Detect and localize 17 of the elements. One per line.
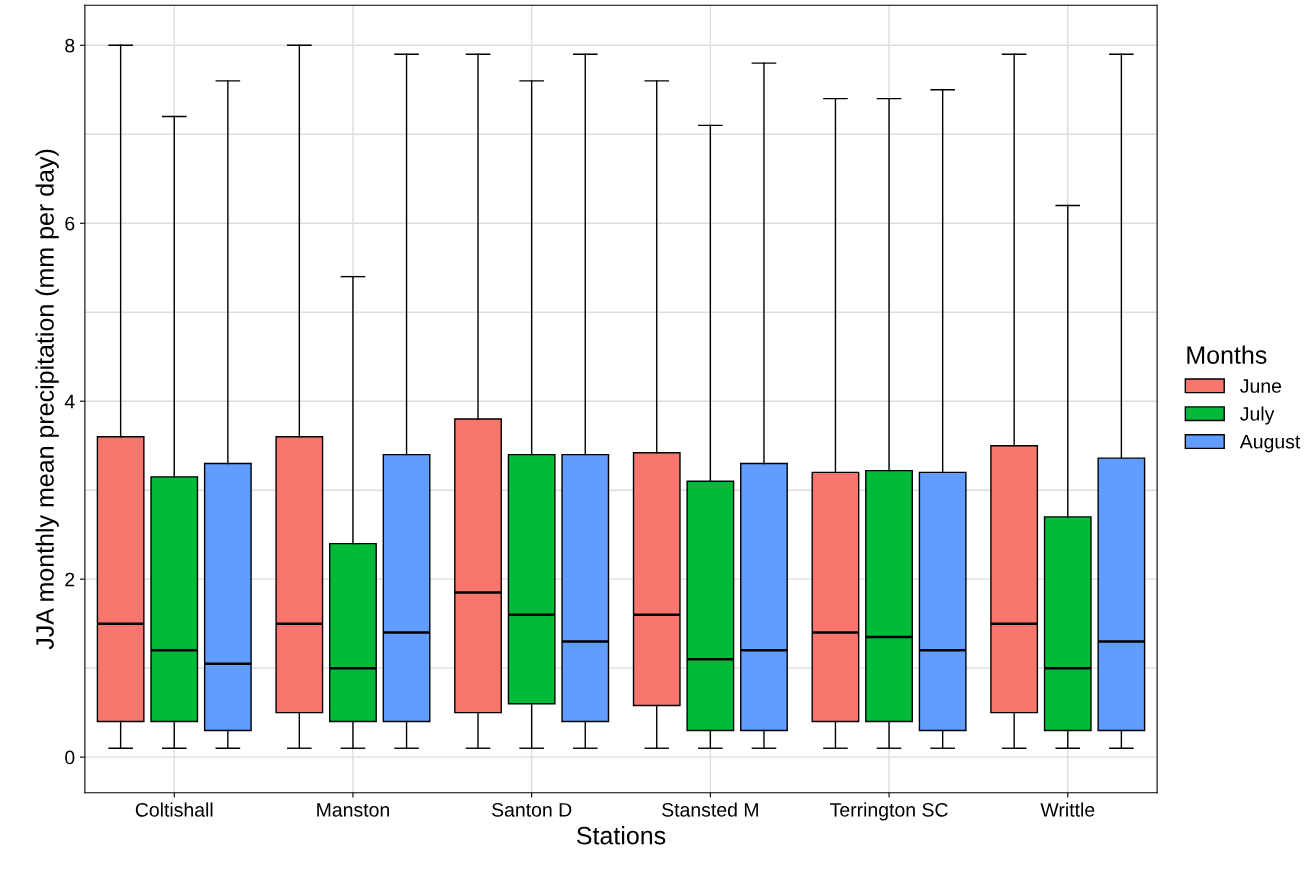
x-tick-label: Coltishall bbox=[135, 802, 213, 817]
x-tick-label: Writtle bbox=[1040, 802, 1095, 817]
y-tick-label: 2 bbox=[65, 572, 75, 587]
y-axis-title: JJA monthly mean precipitation (mm per day) bbox=[35, 149, 59, 650]
y-tick-label: 4 bbox=[64, 394, 75, 409]
legend-label: June bbox=[1240, 379, 1282, 393]
legend-label: July bbox=[1240, 406, 1275, 425]
y-tick-label: 0 bbox=[65, 750, 75, 765]
x-tick-label: Terrington SC bbox=[830, 802, 948, 821]
legend-title: Months bbox=[1187, 345, 1267, 364]
x-tick-label: Santon D bbox=[492, 802, 572, 817]
x-tick-label: Stansted M bbox=[662, 802, 758, 817]
x-axis-title: Stations bbox=[576, 826, 666, 845]
x-tick-label: Manston bbox=[317, 803, 389, 817]
legend-label: August bbox=[1239, 434, 1301, 453]
y-tick-label: 8 bbox=[65, 38, 75, 53]
y-tick-label: 6 bbox=[65, 216, 75, 231]
